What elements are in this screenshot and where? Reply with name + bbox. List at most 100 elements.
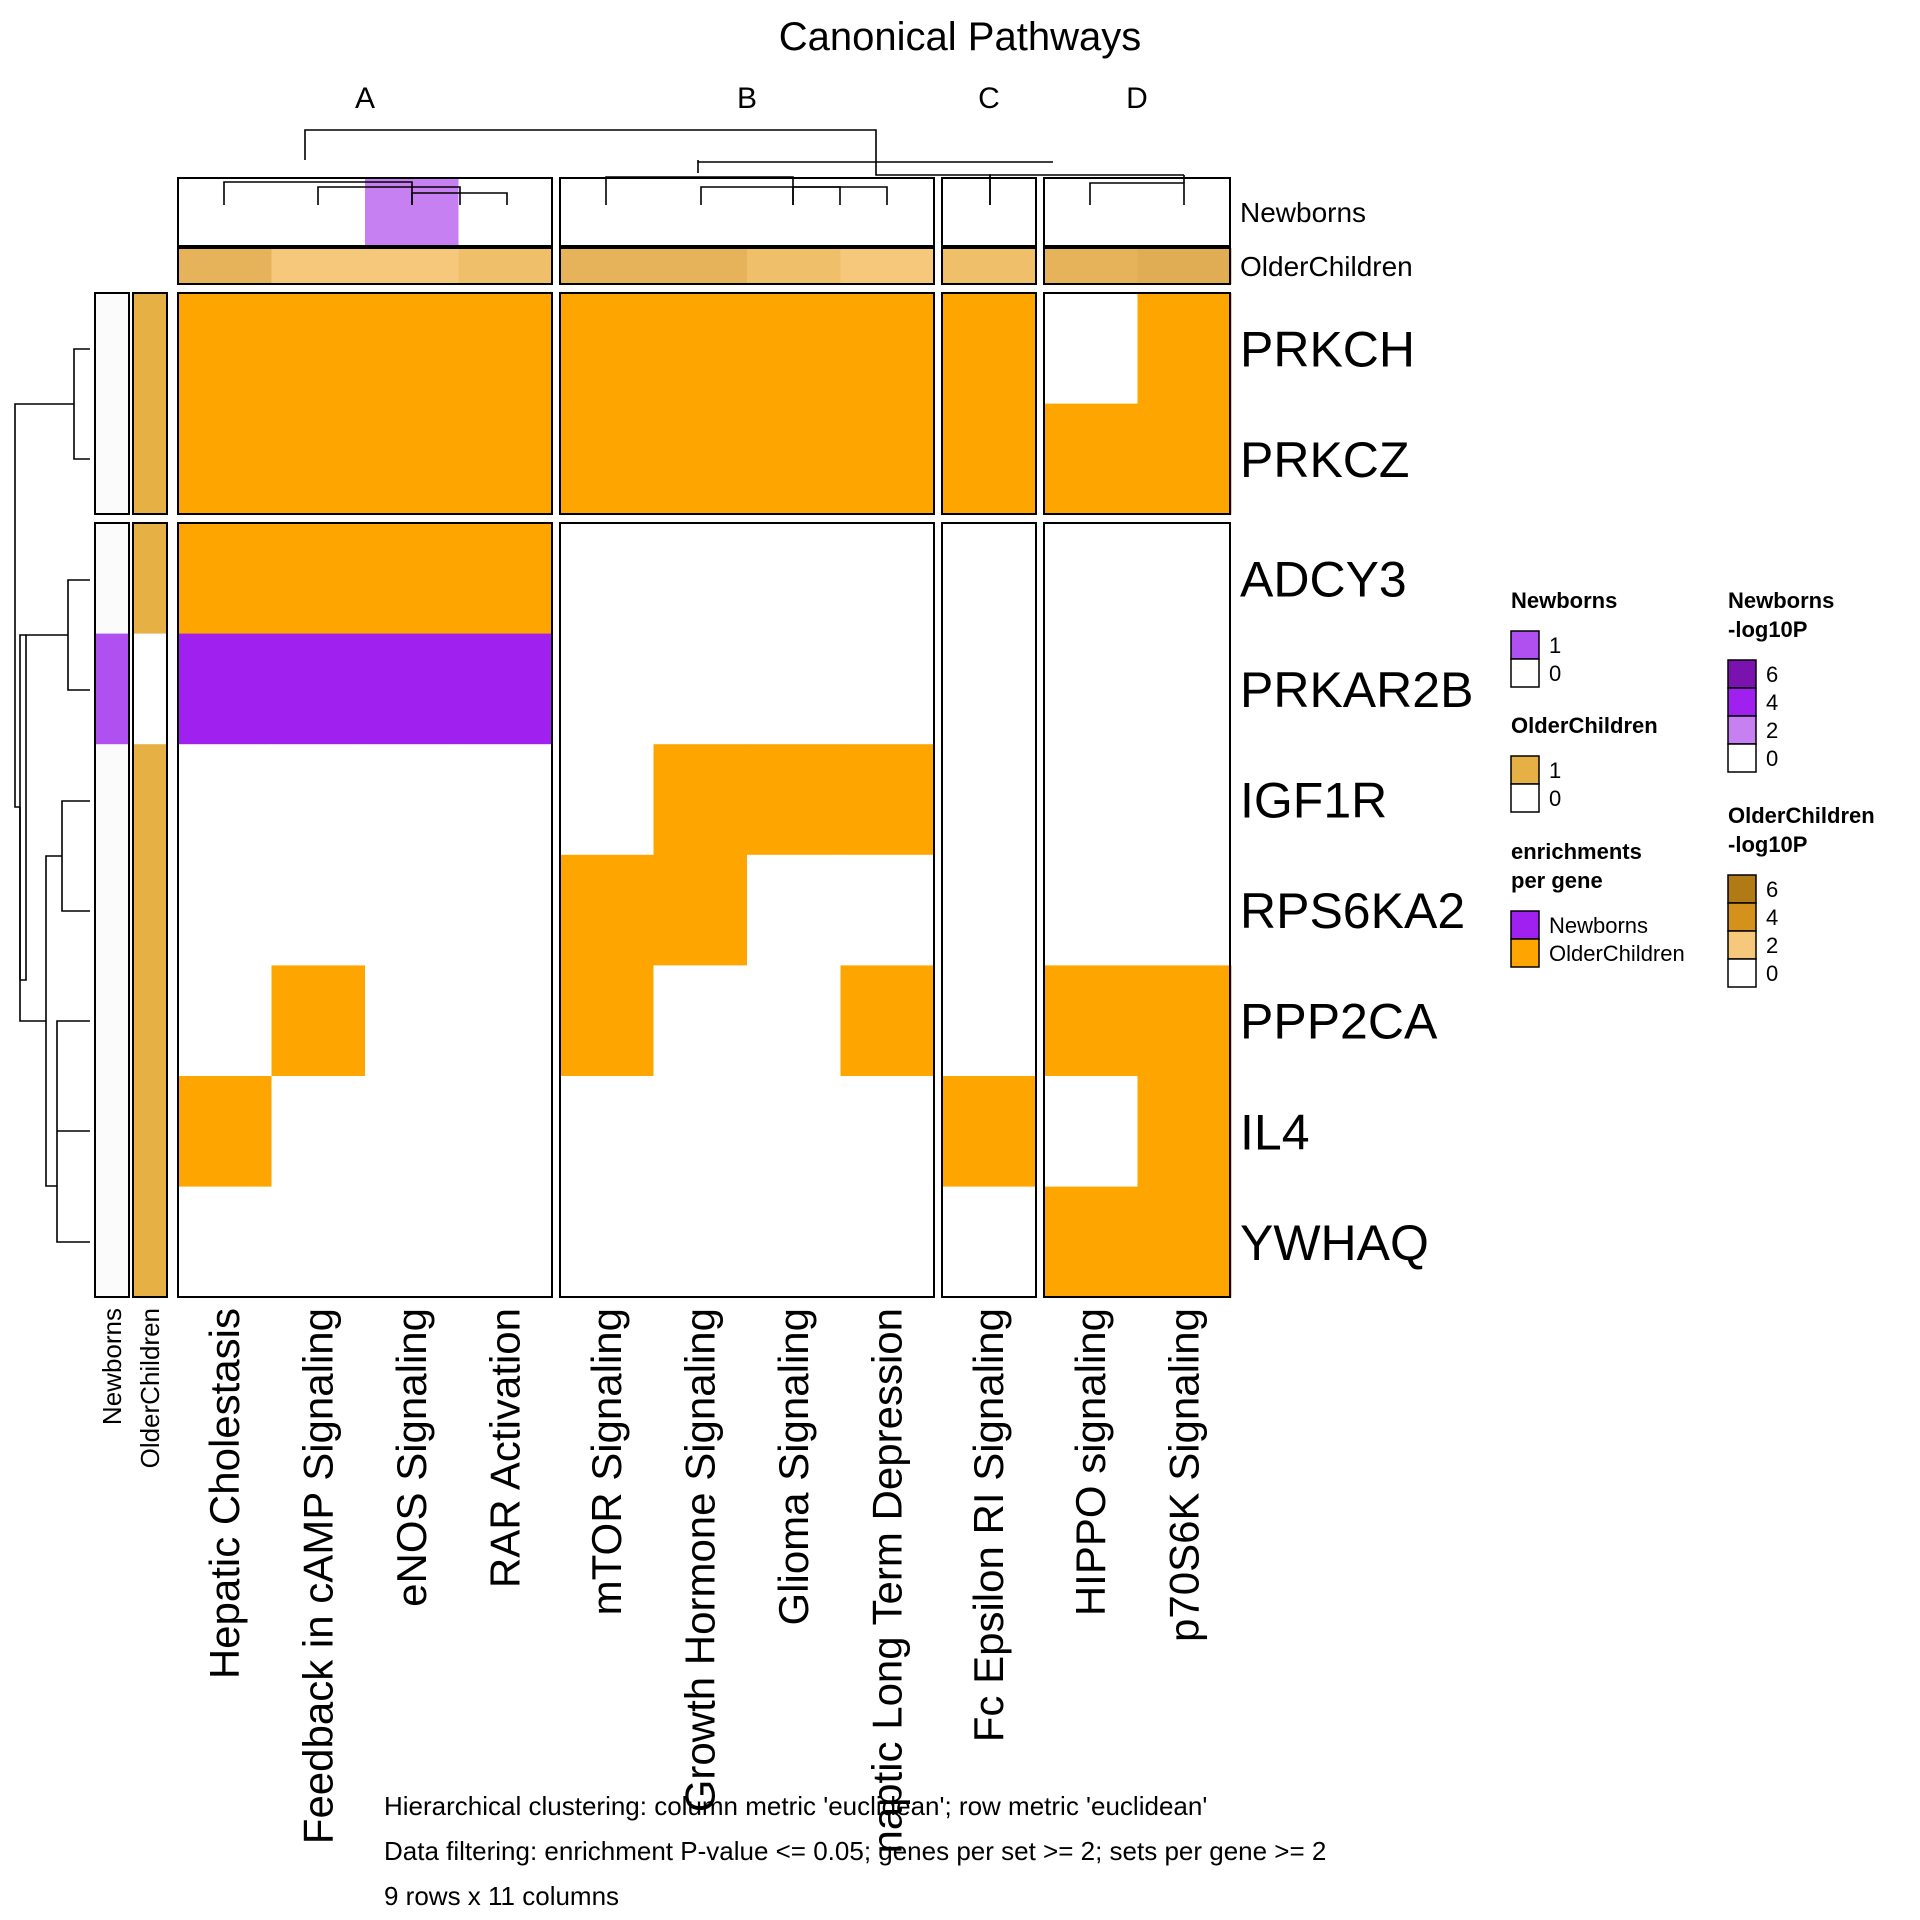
column-label-growth-hormone-signaling: Growth Hormone Signaling <box>676 1308 723 1812</box>
cell-ywhaq-glioma-signaling <box>747 1186 842 1298</box>
column-label-mtor-signaling: mTOR Signaling <box>583 1308 630 1615</box>
cell-rps6ka2-hepatic-cholestasis <box>178 854 273 966</box>
cell-prkar2b-hippo-signaling <box>1044 633 1139 745</box>
cell-il4-mtor-signaling <box>560 1076 655 1188</box>
footnotes: Hierarchical clustering: column metric '… <box>384 1791 1326 1911</box>
legend-title-1-0: OlderChildren <box>1511 713 1658 738</box>
cell-ywhaq-enos-signaling <box>365 1186 460 1298</box>
cell-adcy3-growth-hormone-signaling <box>653 523 748 635</box>
cell-prkar2b-p70s6k-signaling <box>1137 633 1232 745</box>
column-label-rar-activation: RAR Activation <box>481 1308 528 1588</box>
legend-title-2-0: enrichments <box>1511 839 1642 864</box>
row-annotation-olderchildren-prkar2b <box>133 633 167 745</box>
cell-prkar2b-fc-epsilon-ri-signaling <box>942 633 1037 745</box>
column-dendrogram-branch-10 <box>1089 182 1185 205</box>
row-label-igf1r: IGF1R <box>1240 773 1387 829</box>
legend-label-1-0: 1 <box>1549 758 1561 783</box>
cell-igf1r-fc-epsilon-ri-signaling <box>942 744 1037 856</box>
cell-ywhaq-fc-epsilon-ri-signaling <box>942 1186 1037 1298</box>
row-dendrogram-branch-0 <box>73 348 90 460</box>
cell-adcy3-fc-epsilon-ri-signaling <box>942 523 1037 635</box>
row-dendrogram-branch-4 <box>61 800 90 912</box>
footnote-2: 9 rows x 11 columns <box>384 1881 619 1911</box>
col-annotation-newborns-glioma-signaling <box>747 178 842 246</box>
legend-label-4-2: 2 <box>1766 933 1778 958</box>
cell-rps6ka2-growth-hormone-signaling <box>653 854 748 966</box>
cell-igf1r-enos-signaling <box>365 744 460 856</box>
col-annotation-newborns-hippo-signaling <box>1044 178 1139 246</box>
col-annotation-olderchildren-mtor-signaling <box>560 248 655 284</box>
row-annotation-newborns-prkch <box>95 293 129 405</box>
row-annotation-newborns-ywhaq <box>95 1186 129 1298</box>
cell-rps6ka2-glioma-signaling <box>747 854 842 966</box>
column-label-enos-signaling: eNOS Signaling <box>388 1308 435 1607</box>
col-annotation-border-olderchildren-3 <box>1043 247 1231 285</box>
cell-prkch-fc-epsilon-ri-signaling <box>942 293 1037 405</box>
legend-swatch-3-0 <box>1727 659 1757 689</box>
row-annotation-newborns-adcy3 <box>95 523 129 635</box>
col-annotation-border-olderchildren-2 <box>941 247 1037 285</box>
row-dendrogram-branch-1 <box>14 403 74 808</box>
cell-igf1r-hepatic-cholestasis <box>178 744 273 856</box>
legend-label-3-3: 0 <box>1766 746 1778 771</box>
cell-igf1r-glioma-signaling <box>747 744 842 856</box>
column-label-fc-epsilon-ri-signaling: Fc Epsilon RI Signaling <box>965 1308 1012 1742</box>
cell-prkch-hippo-signaling <box>1044 293 1139 405</box>
legend-swatch-4-0 <box>1727 874 1757 904</box>
col-annotation-olderchildren-fc-epsilon-ri-signaling <box>942 248 1037 284</box>
cell-prkcz-fc-epsilon-ri-signaling <box>942 403 1037 515</box>
cell-adcy3-p70s6k-signaling <box>1137 523 1232 635</box>
heatmap-cells <box>178 293 1232 1298</box>
cell-adcy3-hepatic-cholestasis <box>178 523 273 635</box>
cell-igf1r-rar-activation <box>458 744 553 856</box>
row-annotation-border-newborns-0 <box>94 292 130 515</box>
legend-label-2-1: OlderChildren <box>1549 941 1685 966</box>
cell-adcy3-rar-activation <box>458 523 553 635</box>
cell-prkch-hepatic-cholestasis <box>178 293 273 405</box>
cell-igf1r-mtor-signaling <box>560 744 655 856</box>
col-annotation-olderchildren-naptic-long-term-depression <box>840 248 935 284</box>
cell-prkar2b-enos-signaling <box>365 633 460 745</box>
cell-prkch-glioma-signaling <box>747 293 842 405</box>
cell-igf1r-hippo-signaling <box>1044 744 1139 856</box>
col-annotation-olderchildren-p70s6k-signaling <box>1137 248 1232 284</box>
row-annotation-newborns-rps6ka2 <box>95 854 129 966</box>
cell-ywhaq-growth-hormone-signaling <box>653 1186 748 1298</box>
cell-igf1r-p70s6k-signaling <box>1137 744 1232 856</box>
cell-adcy3-hippo-signaling <box>1044 523 1139 635</box>
row-label-prkcz: PRKCZ <box>1240 432 1409 488</box>
cell-rps6ka2-naptic-long-term-depression <box>840 854 935 966</box>
column-dendrogram-branch-3 <box>411 192 508 205</box>
row-annotation-olderchildren-ywhaq <box>133 1186 167 1298</box>
cell-ppp2ca-hippo-signaling <box>1044 965 1139 1077</box>
col-annotation-newborns-rar-activation <box>458 178 553 246</box>
cell-rps6ka2-mtor-signaling <box>560 854 655 966</box>
cell-rps6ka2-p70s6k-signaling <box>1137 854 1232 966</box>
cell-igf1r-naptic-long-term-depression <box>840 744 935 856</box>
cell-il4-enos-signaling <box>365 1076 460 1188</box>
cell-ywhaq-feedback-in-camp-signaling <box>271 1186 366 1298</box>
cell-ppp2ca-mtor-signaling <box>560 965 655 1077</box>
chart-title: Canonical Pathways <box>779 15 1141 59</box>
row-annotation-newborns-ppp2ca <box>95 965 129 1077</box>
cell-ywhaq-p70s6k-signaling <box>1137 1186 1232 1298</box>
legend-label-3-0: 6 <box>1766 662 1778 687</box>
col-annotation-olderchildren-hepatic-cholestasis <box>178 248 273 284</box>
legend-title-0-0: Newborns <box>1511 588 1617 613</box>
legend-swatch-4-3 <box>1727 958 1757 988</box>
col-annotation-border-newborns-1 <box>559 177 935 247</box>
row-dendrogram-branch-3 <box>20 634 68 981</box>
legend-swatch-3-3 <box>1727 743 1757 773</box>
legend-label-4-3: 0 <box>1766 961 1778 986</box>
legend-swatch-4-1 <box>1727 902 1757 932</box>
col-annotation-newborns-hepatic-cholestasis <box>178 178 273 246</box>
column-group-label-b: B <box>737 82 757 115</box>
cell-ywhaq-hippo-signaling <box>1044 1186 1139 1298</box>
cell-ywhaq-hepatic-cholestasis <box>178 1186 273 1298</box>
cell-prkch-rar-activation <box>458 293 553 405</box>
cell-il4-fc-epsilon-ri-signaling <box>942 1076 1037 1188</box>
cell-prkcz-mtor-signaling <box>560 403 655 515</box>
cell-adcy3-mtor-signaling <box>560 523 655 635</box>
row-annotation-newborns-igf1r <box>95 744 129 856</box>
cell-prkar2b-rar-activation <box>458 633 553 745</box>
